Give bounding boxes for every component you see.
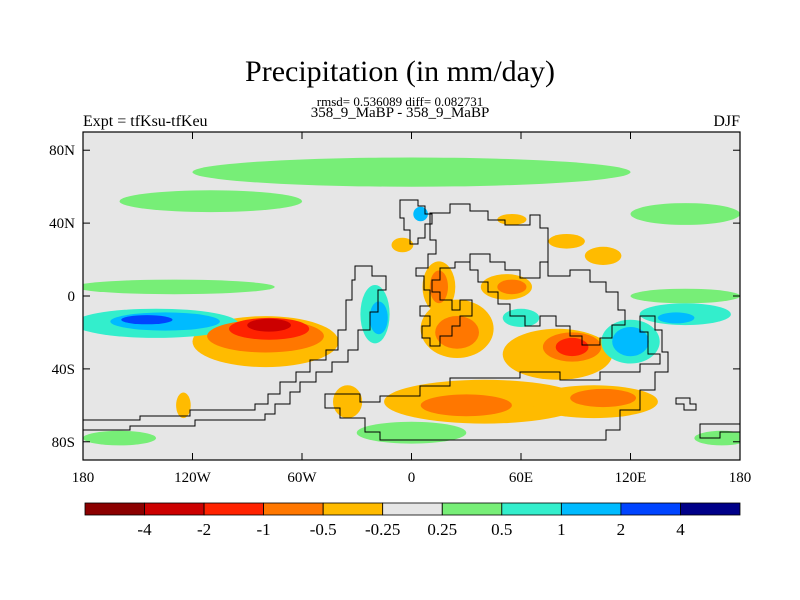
x-tick-label: 0 <box>408 470 416 486</box>
asia-outline <box>469 253 626 346</box>
y-tick-label: 0 <box>68 289 76 305</box>
x-tick-label: 180 <box>72 470 95 486</box>
precip-region <box>630 288 740 304</box>
precip-region <box>548 234 585 249</box>
precip-region <box>630 203 740 225</box>
x-axis: 180 120W 60W 0 60E 120E 180 <box>72 132 752 486</box>
colorbar-swatch <box>322 502 384 516</box>
x-tick-label: 180 <box>729 470 752 486</box>
precip-region <box>612 327 649 357</box>
precip-region <box>333 385 363 419</box>
north-america-outline <box>399 199 433 245</box>
colorbar-label: 4 <box>676 520 685 539</box>
colorbar-label: -1 <box>257 520 271 539</box>
precip-region <box>356 421 467 444</box>
precip-region <box>413 206 428 222</box>
precip-region <box>570 388 636 408</box>
precip-region <box>435 316 479 349</box>
colorbar-swatch <box>620 502 681 516</box>
precip-region <box>391 237 414 253</box>
precip-region <box>176 392 191 419</box>
colorbar-swatch <box>501 502 562 516</box>
colorbar-label: 0.5 <box>491 520 512 539</box>
precip-region <box>247 318 291 332</box>
x-tick-label: 60W <box>287 470 317 486</box>
stats-line: rmsd= 0.536089 diff= 0.082731 <box>316 94 484 109</box>
y-tick-label: 80S <box>52 435 75 451</box>
y-tick-label: 40N <box>49 216 75 232</box>
pacific-island-outline <box>699 423 740 439</box>
colorbar: -4 -2 -1 -0.5 -0.25 0.25 0.5 1 2 4 <box>84 502 741 539</box>
colorbar-swatch <box>263 502 324 516</box>
y-axis: 80N 40N 0 40S 80S <box>49 143 740 451</box>
y-tick-label: 40S <box>52 362 75 378</box>
precip-region <box>83 430 156 446</box>
colorbar-label: -0.5 <box>310 520 337 539</box>
colorbar-swatch <box>382 502 443 516</box>
colorbar-label: -0.25 <box>365 520 400 539</box>
colorbar-swatch <box>84 502 145 516</box>
colorbar-swatch <box>441 502 503 516</box>
precip-region <box>657 312 695 324</box>
precip-region <box>497 279 527 295</box>
y-tick-label: 80N <box>49 143 75 159</box>
colorbar-label: 0.25 <box>427 520 457 539</box>
precip-field-layer <box>83 157 740 446</box>
colorbar-swatch <box>680 502 741 516</box>
precip-region <box>584 246 622 265</box>
precip-region <box>429 270 448 304</box>
antarctica-outline <box>324 315 669 441</box>
precip-region <box>192 157 631 187</box>
south-america-outline <box>83 265 387 431</box>
chart-title: Precipitation (in mm/day) <box>245 55 555 88</box>
precip-region <box>502 308 540 327</box>
season-label: DJF <box>713 113 740 130</box>
colorbar-label: 1 <box>557 520 566 539</box>
colorbar-swatch <box>144 502 205 516</box>
continent-outlines <box>83 199 740 441</box>
periods-line: 358_9_MaBP - 358_9_MaBP <box>310 105 490 121</box>
precip-region <box>121 315 173 325</box>
precip-region <box>119 190 303 213</box>
x-tick-label: 60E <box>509 470 533 486</box>
colorbar-label: -4 <box>137 520 152 539</box>
precip-region <box>369 301 388 335</box>
x-tick-label: 120W <box>174 470 212 486</box>
x-tick-label: 120E <box>615 470 647 486</box>
precip-region <box>83 279 275 295</box>
colorbar-label: -2 <box>197 520 211 539</box>
precip-region <box>420 394 512 417</box>
africa-eurasia-outline <box>415 203 549 347</box>
colorbar-swatch <box>561 502 622 516</box>
colorbar-label: 2 <box>617 520 626 539</box>
australia-outline <box>675 397 697 411</box>
colorbar-swatch <box>203 502 265 516</box>
precip-region <box>555 337 589 357</box>
experiment-label: Expt = tfKsu-tfKeu <box>83 113 208 130</box>
